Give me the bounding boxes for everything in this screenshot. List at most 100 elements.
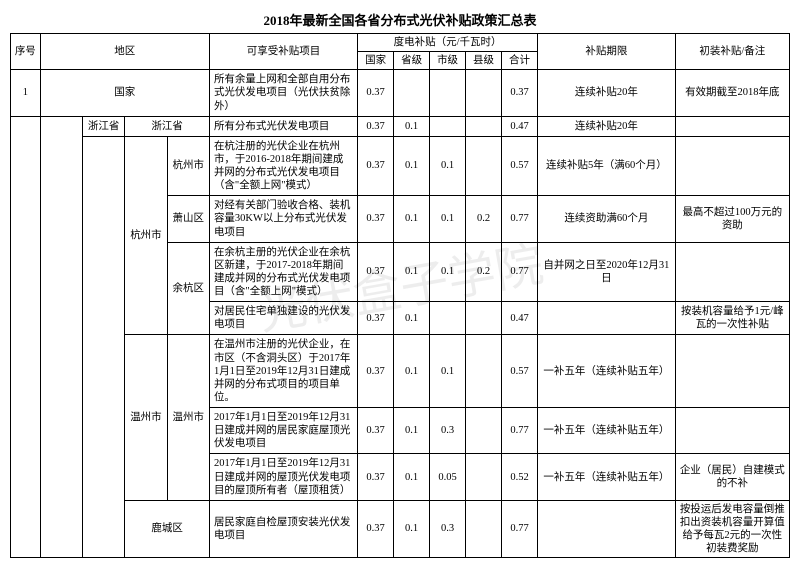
header-sub-county: 县级: [466, 52, 502, 70]
subsidy-table: 序号 地区 可享受补贴项目 度电补贴（元/千瓦时） 补贴期限 初装补贴/备注 国…: [10, 33, 790, 558]
cell-c: [430, 70, 466, 116]
cell-p: 0.1: [394, 116, 430, 136]
cell-dist: 杭州市: [167, 136, 209, 196]
cell-period: 一补五年（连续补贴五年）: [538, 454, 676, 500]
cell-t: 0.47: [502, 116, 538, 136]
header-seq: 序号: [11, 34, 41, 70]
cell-note: [675, 116, 789, 136]
cell-p: [394, 70, 430, 116]
cell-period: 一补五年（连续补贴五年）: [538, 408, 676, 454]
cell-c: 0.1: [430, 242, 466, 302]
cell-note: 最高不超过100万元的资助: [675, 196, 789, 242]
cell-note: [675, 136, 789, 196]
cell-c: 0.1: [430, 335, 466, 408]
cell-t: 0.52: [502, 454, 538, 500]
cell-n: 0.37: [358, 136, 394, 196]
cell-prov2: 浙江省: [82, 116, 124, 136]
cell-d: [466, 302, 502, 335]
cell-c: [430, 302, 466, 335]
cell-c: 0.1: [430, 196, 466, 242]
cell-t: 0.77: [502, 408, 538, 454]
cell-project: 对居民住宅单独建设的光伏发电项目: [209, 302, 357, 335]
cell-d: [466, 70, 502, 116]
cell-p: 0.1: [394, 196, 430, 242]
cell-n: 0.37: [358, 454, 394, 500]
cell-t: 0.47: [502, 302, 538, 335]
cell-n: 0.37: [358, 500, 394, 558]
cell-project: 在杭注册的光伏企业在杭州市，于2016-2018年期间建成并网的分布式光伏发电项…: [209, 136, 357, 196]
cell-p: 0.1: [394, 454, 430, 500]
header-sub-total: 合计: [502, 52, 538, 70]
cell-project: 在温州市注册的光伏企业，在市区（不含洞头区）于2017年1月1日至2019年12…: [209, 335, 357, 408]
cell-p: 0.1: [394, 408, 430, 454]
cell-d: [466, 335, 502, 408]
cell-p: 0.1: [394, 302, 430, 335]
cell-period: 一补五年（连续补贴五年）: [538, 335, 676, 408]
cell-c: [430, 116, 466, 136]
header-sub-prov: 省级: [394, 52, 430, 70]
cell-note: 有效期截至2018年底: [675, 70, 789, 116]
cell-t: 0.37: [502, 70, 538, 116]
cell-n: 0.37: [358, 242, 394, 302]
cell-project: 对经有关部门验收合格、装机容量30KW以上分布式光伏发电项目: [209, 196, 357, 242]
cell-note: [675, 335, 789, 408]
cell-c: 0.3: [430, 500, 466, 558]
cell-seq: 1: [11, 70, 41, 116]
header-subsidy-group: 度电补贴（元/千瓦时）: [358, 34, 538, 52]
cell-city: 杭州市: [125, 136, 167, 335]
table-row: 杭州市 杭州市 在杭注册的光伏企业在杭州市，于2016-2018年期间建成并网的…: [11, 136, 790, 196]
cell-d: [466, 454, 502, 500]
header-project: 可享受补贴项目: [209, 34, 357, 70]
cell-t: 0.57: [502, 136, 538, 196]
table-row: 温州市 温州市 在温州市注册的光伏企业，在市区（不含洞头区）于2017年1月1日…: [11, 335, 790, 408]
header-note: 初装补贴/备注: [675, 34, 789, 70]
page-title: 2018年最新全国各省分布式光伏补贴政策汇总表: [10, 10, 790, 29]
cell-note: [675, 242, 789, 302]
cell-d: 0.2: [466, 242, 502, 302]
cell-project: 在余杭主册的光伏企业在余杭区新建，于2017-2018年期间建成并网的分布式光伏…: [209, 242, 357, 302]
cell-n: 0.37: [358, 302, 394, 335]
cell-prov: [40, 116, 82, 558]
cell-t: 0.77: [502, 196, 538, 242]
cell-region: 国家: [40, 70, 209, 116]
cell-note: 企业（居民）自建模式的不补: [675, 454, 789, 500]
cell-t: 0.57: [502, 335, 538, 408]
cell-period: 连续补贴20年: [538, 116, 676, 136]
cell-project: 所有余量上网和全部自用分布式光伏发电项目（光伏扶贫除外）: [209, 70, 357, 116]
cell-n: 0.37: [358, 116, 394, 136]
cell-n: 0.37: [358, 408, 394, 454]
table-row: 浙江省 浙江省 所有分布式光伏发电项目 0.37 0.1 0.47 连续补贴20…: [11, 116, 790, 136]
cell-period: 连续资助满60个月: [538, 196, 676, 242]
cell-dist: 萧山区: [167, 196, 209, 242]
cell-dist: 余杭区: [167, 242, 209, 335]
cell-n: 0.37: [358, 335, 394, 408]
cell-d: [466, 408, 502, 454]
cell-note: 按投运后发电容量倒推扣出资装机容量开算值给予每瓦2元的一次性初装费奖励: [675, 500, 789, 558]
cell-p: 0.1: [394, 500, 430, 558]
cell-t: 0.77: [502, 500, 538, 558]
cell-prov2: [82, 136, 124, 558]
cell-project: 居民家庭自检屋顶安装光伏发电项目: [209, 500, 357, 558]
cell-period: [538, 500, 676, 558]
header-sub-city: 市级: [430, 52, 466, 70]
cell-dist: 鹿城区: [125, 500, 210, 558]
cell-project: 2017年1月1日至2019年12月31日建成并网的居民家庭屋顶光伏发电项目: [209, 408, 357, 454]
cell-p: 0.1: [394, 242, 430, 302]
cell-n: 0.37: [358, 196, 394, 242]
header-period: 补贴期限: [538, 34, 676, 70]
cell-c: 0.05: [430, 454, 466, 500]
cell-period: 连续补贴20年: [538, 70, 676, 116]
cell-d: [466, 500, 502, 558]
cell-n: 0.37: [358, 70, 394, 116]
cell-d: 0.2: [466, 196, 502, 242]
cell-city: 温州市: [125, 335, 167, 500]
cell-project: 所有分布式光伏发电项目: [209, 116, 357, 136]
cell-dist: 温州市: [167, 335, 209, 500]
header-sub-nation: 国家: [358, 52, 394, 70]
cell-p: 0.1: [394, 136, 430, 196]
cell-period: [538, 302, 676, 335]
cell-period: 连续补贴5年（满60个月）: [538, 136, 676, 196]
cell-c: 0.3: [430, 408, 466, 454]
cell-d: [466, 136, 502, 196]
header-row-1: 序号 地区 可享受补贴项目 度电补贴（元/千瓦时） 补贴期限 初装补贴/备注: [11, 34, 790, 52]
